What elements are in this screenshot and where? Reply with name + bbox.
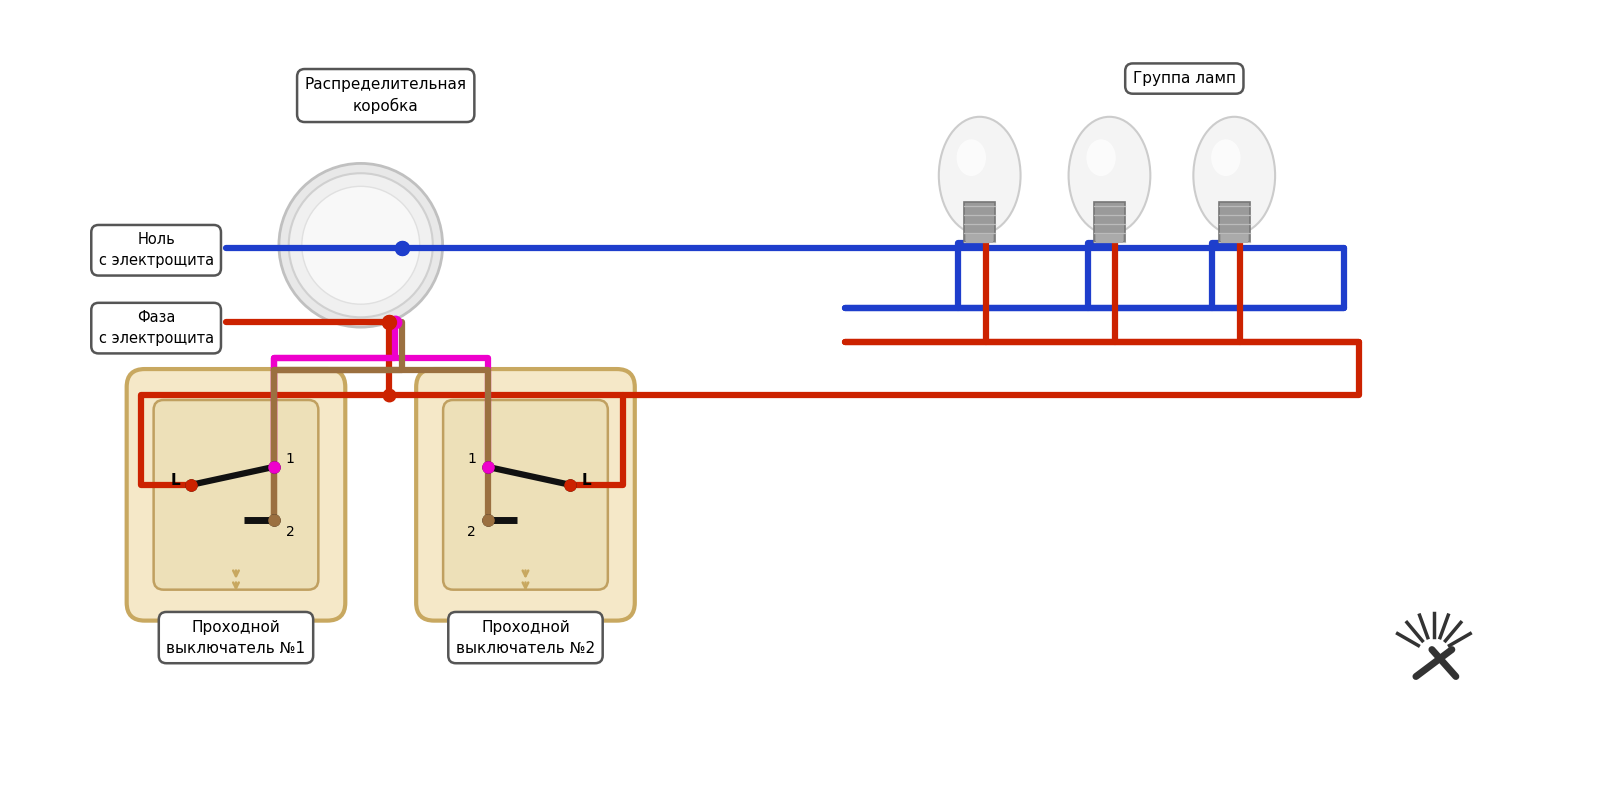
Text: Фаза
с электрощита: Фаза с электрощита <box>99 310 214 346</box>
Text: Распределительная
коробка: Распределительная коробка <box>304 77 467 114</box>
FancyBboxPatch shape <box>1219 202 1250 242</box>
Ellipse shape <box>939 117 1021 234</box>
Text: Группа ламп: Группа ламп <box>1133 71 1235 86</box>
FancyBboxPatch shape <box>1094 202 1125 242</box>
Text: Ноль
с электрощита: Ноль с электрощита <box>99 232 214 268</box>
FancyBboxPatch shape <box>1221 234 1248 242</box>
Text: Проходной
выключатель №2: Проходной выключатель №2 <box>456 619 595 655</box>
FancyBboxPatch shape <box>416 369 635 621</box>
Ellipse shape <box>1211 139 1240 176</box>
Circle shape <box>302 186 419 304</box>
FancyBboxPatch shape <box>963 202 995 242</box>
Ellipse shape <box>1194 117 1275 234</box>
Text: L: L <box>170 474 179 488</box>
FancyBboxPatch shape <box>443 400 608 590</box>
Text: Проходной
выключатель №1: Проходной выключатель №1 <box>166 619 306 655</box>
Ellipse shape <box>1069 117 1150 234</box>
Circle shape <box>288 174 432 318</box>
FancyBboxPatch shape <box>126 369 346 621</box>
Text: 1: 1 <box>467 452 477 466</box>
Ellipse shape <box>1086 139 1115 176</box>
Text: 1: 1 <box>285 452 294 466</box>
FancyBboxPatch shape <box>154 400 318 590</box>
Ellipse shape <box>957 139 986 176</box>
FancyBboxPatch shape <box>966 234 994 242</box>
Text: 2: 2 <box>285 525 294 538</box>
Text: 2: 2 <box>467 525 475 538</box>
Circle shape <box>278 163 443 327</box>
Text: L: L <box>581 474 590 488</box>
FancyBboxPatch shape <box>1096 234 1123 242</box>
